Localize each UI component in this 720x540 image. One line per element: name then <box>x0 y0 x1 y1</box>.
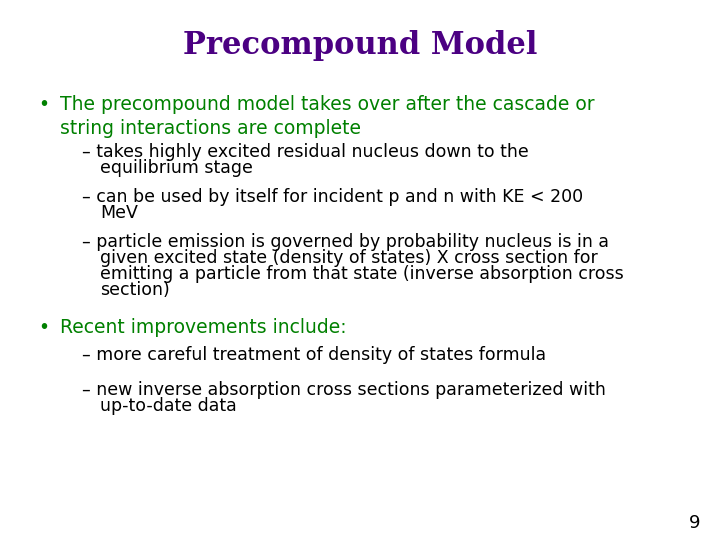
Text: Precompound Model: Precompound Model <box>183 30 537 61</box>
Text: given excited state (density of states) X cross section for: given excited state (density of states) … <box>100 249 598 267</box>
Text: MeV: MeV <box>100 204 138 222</box>
Text: emitting a particle from that state (inverse absorption cross: emitting a particle from that state (inv… <box>100 265 624 283</box>
Text: Recent improvements include:: Recent improvements include: <box>60 318 346 337</box>
Text: – can be used by itself for incident p and n with KE < 200: – can be used by itself for incident p a… <box>82 188 583 206</box>
Text: – new inverse absorption cross sections parameterized with: – new inverse absorption cross sections … <box>82 381 606 399</box>
Text: equilibrium stage: equilibrium stage <box>100 159 253 177</box>
Text: – particle emission is governed by probability nucleus is in a: – particle emission is governed by proba… <box>82 233 609 251</box>
Text: up-to-date data: up-to-date data <box>100 397 237 415</box>
Text: The precompound model takes over after the cascade or
string interactions are co: The precompound model takes over after t… <box>60 95 595 138</box>
Text: section): section) <box>100 281 170 299</box>
Text: – more careful treatment of density of states formula: – more careful treatment of density of s… <box>82 346 546 364</box>
Text: 9: 9 <box>688 514 700 532</box>
Text: •: • <box>38 95 49 114</box>
Text: •: • <box>38 318 49 337</box>
Text: – takes highly excited residual nucleus down to the: – takes highly excited residual nucleus … <box>82 143 528 161</box>
